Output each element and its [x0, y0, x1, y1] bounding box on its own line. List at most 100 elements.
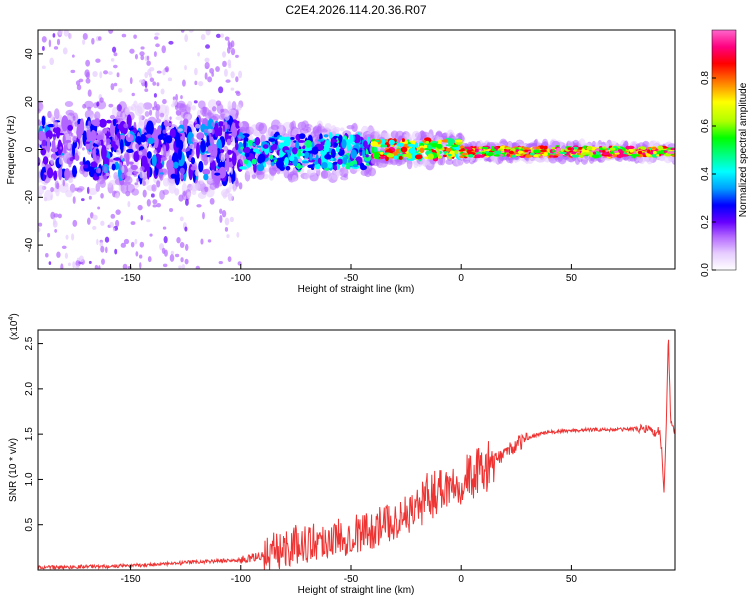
spectrogram-speckle [68, 130, 73, 137]
spectrogram-speckle [110, 58, 115, 62]
spectrogram-blob [53, 108, 60, 120]
spectrogram-speckle [174, 188, 180, 196]
spectrogram-speckle [82, 103, 87, 109]
spectrogram-speckle [120, 154, 124, 160]
spectrogram-blob [203, 155, 209, 166]
spectrogram-blob [352, 164, 359, 168]
spectrogram-speckle [224, 113, 230, 121]
spectrogram-speckle [124, 152, 130, 159]
spectrogram-speckle [110, 83, 115, 91]
spectrogram-blob [406, 159, 413, 170]
spectrogram-speckle [96, 238, 99, 246]
spectrogram-speckle [97, 206, 101, 210]
spectrogram-blob [42, 156, 49, 165]
spectrogram-blob [47, 123, 55, 128]
spectrogram-blob [217, 161, 223, 168]
spectrogram-blob [511, 154, 517, 158]
spectrogram-blob [408, 148, 417, 154]
spectrogram-blob [244, 152, 250, 158]
spectrogram-blob [411, 130, 421, 142]
spectrogram-speckle [50, 194, 53, 201]
spectrogram-blob [157, 134, 164, 141]
spectrogram-speckle [146, 199, 151, 207]
spectrogram-speckle [38, 157, 41, 163]
spectrogram-blob [299, 128, 309, 134]
spectrogram-blob [331, 170, 340, 181]
spectrogram-blob [556, 147, 561, 152]
spectrogram-speckle [225, 79, 231, 83]
spectrogram-speckle [42, 46, 45, 51]
spectrogram-speckle [232, 121, 235, 130]
spectrogram-blob [151, 184, 157, 192]
spectrogram-blob [474, 148, 479, 153]
spectrogram-speckle [156, 202, 162, 208]
spectrogram-speckle [113, 52, 118, 57]
spectrogram-speckle [76, 129, 81, 136]
spectrogram-speckle [153, 93, 157, 98]
spectrogram-blob [196, 132, 205, 140]
spectrogram-blob [214, 172, 221, 176]
spectrogram-blob [272, 157, 278, 160]
spectrogram-blob [64, 168, 71, 181]
spectrogram-blob [323, 134, 329, 138]
spectrogram-blob [84, 141, 91, 144]
spectrogram-blob [252, 148, 260, 153]
spectrogram-speckle [130, 162, 134, 169]
spectrogram-speckle [235, 54, 239, 58]
spectrogram-speckle [224, 36, 230, 41]
spectrogram-speckle [199, 180, 204, 185]
spectrogram-blob [647, 149, 651, 154]
spectrogram-speckle [72, 115, 76, 121]
spectrogram-speckle [122, 263, 128, 269]
spectrogram-speckle [149, 109, 153, 116]
spectrogram-speckle [174, 253, 180, 258]
spectrogram-blob [581, 148, 585, 153]
spectrogram-speckle [236, 231, 240, 238]
spectrogram-speckle [63, 30, 70, 37]
spectrogram-speckle [48, 261, 52, 266]
snr-frame [37, 329, 676, 571]
spectrogram-speckle [193, 100, 198, 104]
spectrogram-blob [341, 139, 347, 149]
spectrogram-speckle [181, 264, 186, 269]
spectrogram-speckle [127, 130, 131, 138]
spectrogram-blob [461, 152, 468, 156]
spectrogram-speckle [62, 141, 68, 146]
spectrogram-blob [277, 122, 284, 134]
spectrogram-speckle [225, 189, 230, 194]
spectrogram-blob [231, 101, 237, 111]
spectrogram-blob [279, 166, 285, 171]
spectrogram-speckle [213, 139, 217, 143]
spectrogram-speckle [135, 251, 139, 257]
spectrogram-speckle [152, 204, 157, 208]
spectrogram-blob [533, 149, 541, 154]
spectrogram-speckle [184, 243, 189, 251]
spectrogram-blob [191, 105, 197, 111]
spectrogram-speckle [41, 36, 47, 43]
spectrogram-speckle [207, 131, 210, 136]
spectrogram-speckle [86, 217, 91, 225]
spectrogram-speckle [220, 108, 225, 113]
spectrogram-speckle [82, 39, 86, 45]
spectrogram-speckle [92, 214, 98, 221]
spectrogram-blob [251, 158, 257, 165]
spectrogram-y-label: Frequency (Hz) [6, 116, 17, 185]
spectrogram-speckle [48, 39, 52, 48]
spectrogram-blob [106, 119, 112, 124]
spectrogram-speckle [162, 263, 168, 268]
spectrogram-blob [197, 191, 207, 199]
spectrogram-blob [217, 131, 223, 137]
spectrogram-speckle [155, 43, 160, 48]
snr-y-multiplier: (x104) [8, 313, 20, 340]
spectrogram-blob [133, 150, 140, 163]
spectrogram-speckle [184, 258, 189, 265]
spectrogram-blob [577, 152, 582, 156]
spectrogram-blob [567, 147, 572, 151]
spectrogram-speckle [220, 154, 226, 163]
spectrogram-blob [291, 174, 297, 183]
spectrogram-panel: -150 -100 -50 0 50 -40 -20 0 20 40 Height of str… [6, 29, 676, 295]
spectrogram-blob [65, 109, 75, 117]
spectrogram-speckle [38, 119, 41, 126]
spectrogram-blob [198, 160, 204, 173]
spectrogram-blob [622, 147, 626, 152]
